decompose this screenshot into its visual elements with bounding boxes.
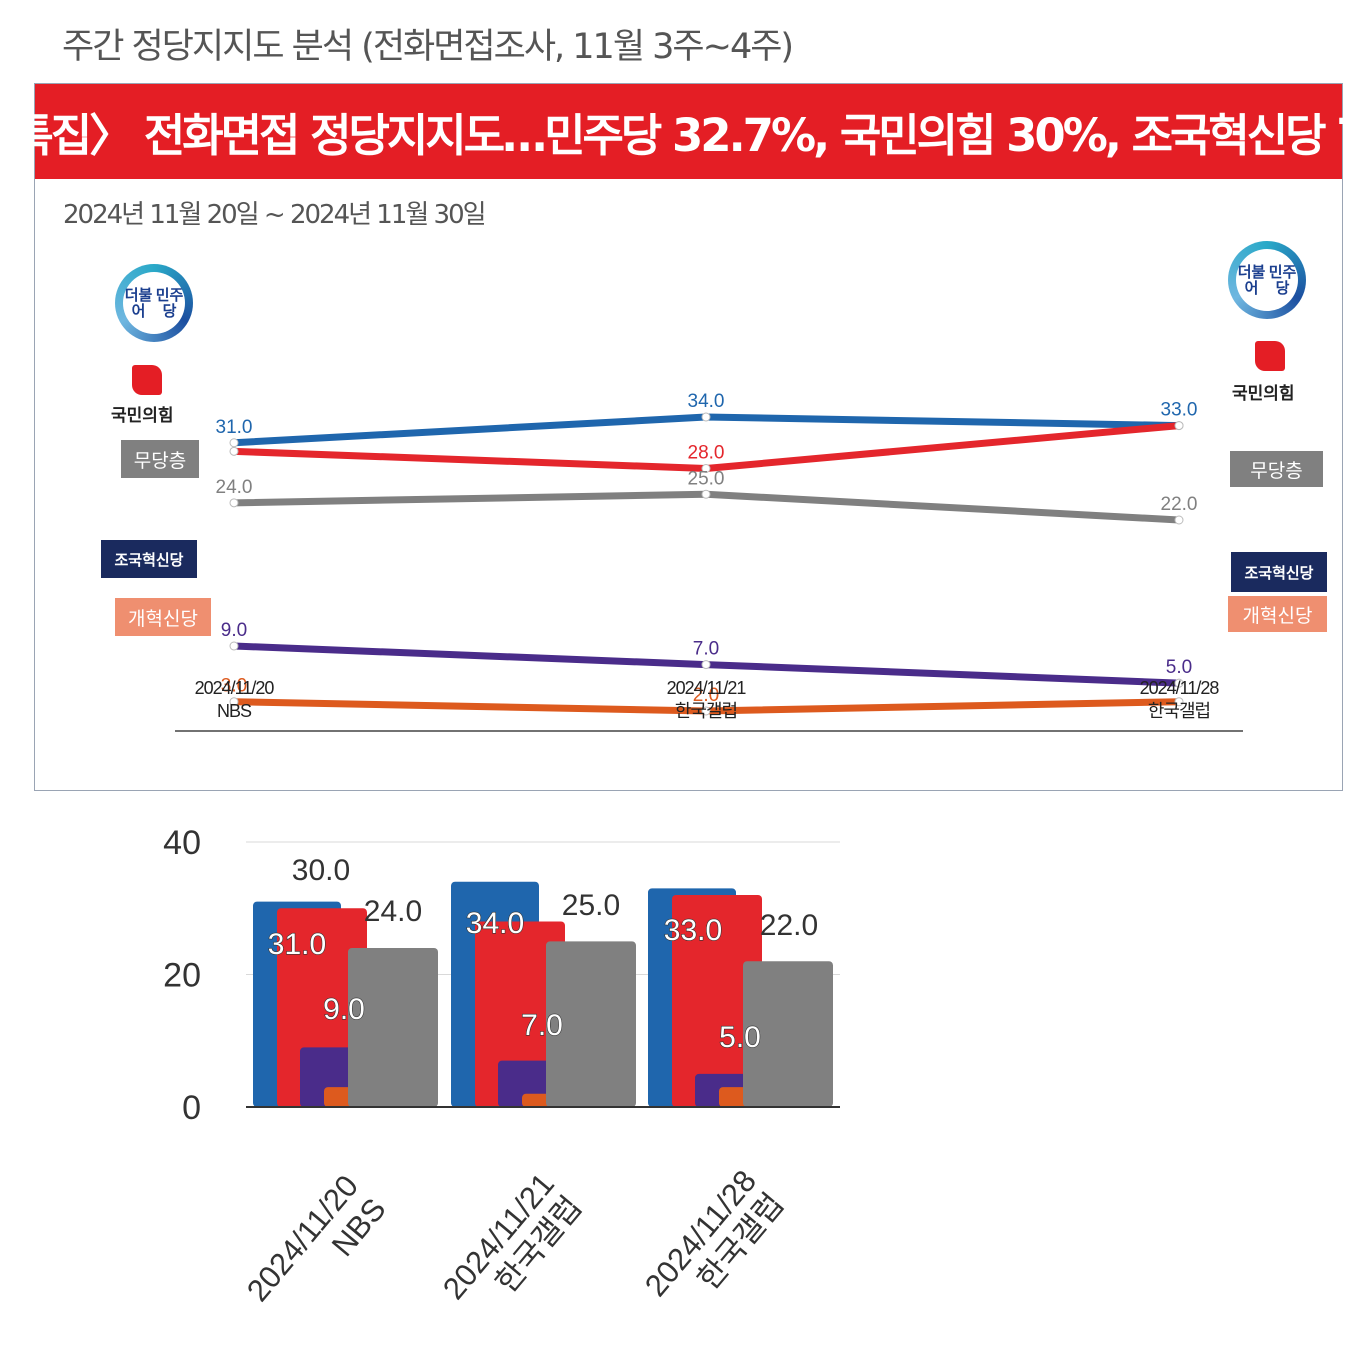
reform-tag-left: 개혁신당 [115,598,211,636]
democratic-logo-text: 더불어 민주당 [123,272,185,334]
line-point-reform [229,697,239,707]
line-data-label: 24.0 [216,477,253,498]
bar-ppp [672,895,762,1107]
line-data-label: 31.0 [216,417,253,438]
democratic-logo-left: 더불어 민주당 [115,264,193,342]
x-tick-label: 2024/11/20 [195,678,275,698]
ppp-logo-name-right: 국민의힘 [1232,384,1295,404]
x-tick-label: 한국갤럽 [675,701,737,721]
line-point-independent [229,498,239,508]
line-point-democratic [229,438,239,448]
line-data-label: 3.0 [221,676,247,697]
ppp-logo-mark-right [1255,341,1285,371]
line-data-label: 25.0 [688,468,725,489]
bar-independent [348,948,438,1107]
line-point-reform [1174,697,1184,707]
y-tick-label: 20 [163,957,201,995]
banner-headline: 〈특집〉 전화면접 정당지지도…민주당 32.7%, 국민의힘 30%, 조국혁… [0,84,1365,179]
rebuild-tag-right: 조국혁신당 [1231,552,1327,592]
rebuild-tag-left: 조국혁신당 [101,540,197,578]
bar-independent [743,961,833,1107]
independent-tag-right: 무당층 [1230,451,1323,487]
line-point-ppp [701,464,711,473]
bar-data-label-democratic: 33.0 [664,914,722,947]
bar-chart: 0 20 40 30.0 31.0 34.0 33.0 24.0 25.0 22.0 9.0 7.0 5… [163,824,840,1308]
bar-data-label-rebuild: 5.0 [719,1021,761,1054]
x-tick-label: 한국갤럽 [1148,701,1210,721]
line-data-label: 7.0 [693,639,719,660]
ppp-logo-mark-left [132,365,162,395]
x-tick-label: 2024/11/21 [667,678,747,698]
x-tick-label: NBS [217,701,252,721]
date-range: 2024년 11월 20일 ~ 2024년 11월 30일 [63,200,487,230]
line-point-rebuild [1174,678,1184,688]
bar-independent [546,941,636,1107]
y-tick-label: 40 [163,824,201,862]
bar-data-label-democratic: 31.0 [268,928,326,961]
line-chart-panel: 〈특집〉 전화면접 정당지지도…민주당 32.7%, 국민의힘 30%, 조국혁… [0,83,1365,791]
line-point-ppp [229,446,239,456]
line-point-ppp [1174,421,1184,431]
y-tick-label: 0 [182,1089,201,1127]
line-data-label: 28.0 [688,443,725,464]
reform-tag-right: 개혁신당 [1228,596,1327,632]
line-point-reform [701,706,711,716]
democratic-logo-text: 더불어 민주당 [1236,249,1298,311]
bar-data-label-independent: 25.0 [562,889,620,922]
x-tick-label: 2024/11/28 [1140,678,1220,698]
line-data-label: 22.0 [1161,494,1198,515]
line-point-rebuild [701,660,711,670]
page-title: 주간 정당지지도 분석 (전화면접조사, 11월 3주~4주) [62,27,794,67]
line-point-democratic [701,412,711,422]
bar-data-label-rebuild: 7.0 [521,1009,563,1042]
bar-data-label-rebuild: 9.0 [323,993,365,1026]
bar-data-label-democratic: 34.0 [466,907,524,940]
democratic-logo-right: 더불어 민주당 [1228,241,1306,319]
independent-tag-left: 무당층 [121,440,199,478]
line-point-rebuild [229,641,239,651]
line-point-independent [701,489,711,499]
bar-data-label-independent: 24.0 [364,895,422,928]
line-chart: 31.0 34.0 33.0 28.0 24.0 25.0 22.0 9.0 7.0 5.0 3.0… [175,391,1243,732]
line-point-independent [1174,515,1184,525]
line-data-label: 33.0 [1161,400,1198,421]
ppp-logo-name-left: 국민의힘 [111,406,174,426]
line-data-label: 5.0 [1166,657,1192,678]
line-data-label: 34.0 [688,391,725,412]
bar-data-label-independent: 22.0 [760,909,818,942]
bar-data-label-ppp: 30.0 [292,854,350,887]
line-data-label: 2.0 [693,685,719,706]
line-data-label: 9.0 [221,620,247,641]
